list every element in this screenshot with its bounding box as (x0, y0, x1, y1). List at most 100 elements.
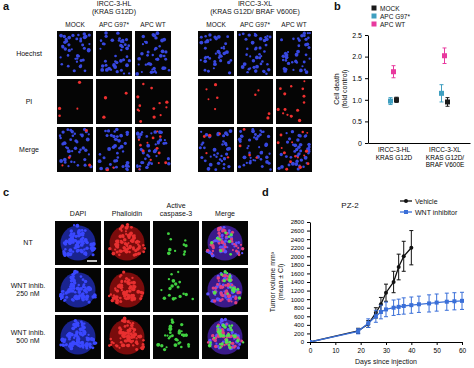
error-bar (443, 48, 447, 64)
cell-dot (180, 323, 183, 326)
tick-label: IRCC-3-HLKRAS G12D (376, 146, 413, 161)
cell-dot (231, 291, 234, 294)
cell-dot (251, 41, 254, 44)
text-line: Merge (215, 210, 235, 218)
cell-dot (63, 41, 67, 45)
text-line: APC WT (281, 21, 306, 28)
cell-dot (126, 324, 129, 327)
cell-dot (103, 156, 106, 159)
cell-dot (178, 295, 181, 298)
cell-dot (238, 34, 240, 36)
cell-dot (285, 155, 288, 158)
cell-dot (158, 162, 160, 164)
cell-dot (115, 295, 119, 299)
error-bar-part (402, 241, 406, 242)
text-line: Active (166, 202, 185, 209)
cell-dot (138, 168, 140, 170)
cell-dot (169, 331, 172, 334)
line (310, 301, 462, 342)
cell-dot (107, 147, 111, 151)
cell-dot (115, 344, 117, 346)
tick-mark (462, 342, 463, 345)
cell-dot (295, 160, 298, 163)
cell-dot (79, 148, 82, 151)
cell-dot (191, 298, 194, 301)
cell-dot (86, 138, 90, 142)
cell-dot (78, 151, 81, 154)
text-line: (KRAS G12D/ BRAF V600E) (210, 8, 299, 16)
cell-dot (223, 157, 225, 159)
cell-dot (83, 248, 86, 251)
cell-dot (279, 87, 282, 90)
cell-dot (146, 142, 148, 144)
cell-dot (212, 286, 215, 289)
cell-dot (139, 165, 142, 168)
cell-dot (291, 61, 293, 63)
cell-dot (76, 321, 80, 325)
error-bar-part (392, 77, 396, 78)
cell-dot (293, 150, 296, 153)
cell-dot (169, 238, 172, 241)
cell-dot (112, 252, 116, 256)
cell-dot (87, 48, 91, 52)
cell-dot (213, 299, 217, 303)
cell-dot (214, 83, 217, 86)
cell-dot (254, 159, 256, 161)
cell-dot (114, 138, 117, 141)
cell-dot (228, 341, 231, 344)
point (310, 340, 312, 342)
cell-dot (59, 159, 63, 163)
cell-dot (219, 332, 222, 335)
cell-dot (219, 346, 221, 348)
cell-dot (119, 300, 122, 303)
cell-dot (302, 165, 305, 168)
micrograph (135, 127, 171, 172)
cell-dot (136, 132, 140, 136)
cell-dot (126, 344, 130, 348)
cell-dot (261, 165, 264, 168)
cell-dot (88, 300, 91, 303)
error-bar-part (384, 302, 388, 303)
cell-dot (77, 249, 80, 252)
cell-dot (79, 65, 82, 68)
image-background (276, 79, 312, 124)
cell-dot (225, 152, 228, 155)
cell-dot (145, 64, 147, 66)
cell-dot (213, 290, 217, 294)
cell-dot (219, 245, 222, 248)
cell-dot (161, 49, 165, 53)
tick-label: 2800 (291, 219, 305, 225)
tick: 1400 (291, 279, 310, 285)
cell-dot (148, 149, 151, 152)
cell-dot (136, 290, 140, 294)
cell-dot (220, 155, 222, 157)
cell-dot (141, 131, 143, 133)
cell-dot (130, 226, 133, 229)
cell-cluster (110, 319, 145, 354)
tick-mark (307, 222, 310, 223)
cell-dot (305, 53, 308, 56)
tick-label: 0.5 (352, 118, 362, 125)
text-line: d (262, 186, 269, 198)
cell-dot (243, 155, 247, 159)
cell-dot (125, 290, 128, 293)
error-bar-part (435, 294, 439, 295)
cell-dot (235, 250, 238, 253)
text-line: Phalloidin (112, 210, 142, 217)
cell-dot (223, 163, 226, 166)
cell-dot (282, 59, 285, 62)
cell-dot (160, 289, 162, 291)
cell-dot (269, 36, 272, 39)
error-bar (374, 310, 378, 322)
cell-dot (217, 328, 219, 330)
cell-dot (227, 147, 231, 151)
cell-dot (174, 282, 177, 285)
series (391, 48, 447, 78)
tick: 400 (294, 322, 310, 328)
cell-dot (116, 344, 119, 347)
cell-dot (227, 335, 229, 337)
cell-dot (120, 250, 123, 253)
cell-dot (207, 167, 210, 170)
image-background (135, 127, 171, 172)
cell-dot (112, 64, 115, 67)
